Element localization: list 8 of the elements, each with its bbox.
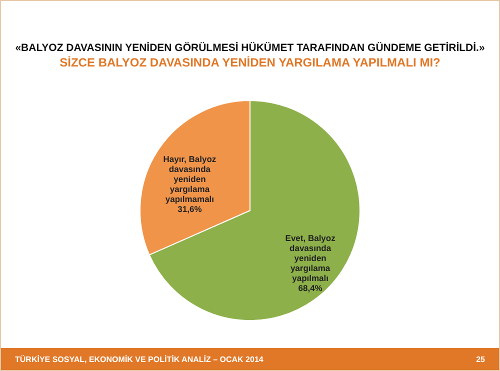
data-label: 31,6% xyxy=(178,204,202,214)
slice-label: Hayır, Balyoz davasında yeniden yargılama yapılmamalı xyxy=(163,154,216,204)
chart-title: «BALYOZ DAVASININ YENİDEN GÖRÜLMESİ HÜKÜMET TARAFINDAN GÜNDEME GETİRİLDİ.» xyxy=(15,42,485,54)
chart-subtitle: SİZCE BALYOZ DAVASINDA YENİDEN YARGILAMA YAPILMALI MI? xyxy=(60,56,440,70)
text: 25 xyxy=(476,354,485,364)
slice-label: Evet, Balyoz davasında yeniden yargılama yapılmalı xyxy=(285,232,336,283)
text: TÜRKİYE SOSYAL, EKONOMİK VE POLİTİK ANALİZ – OCAK 2014 xyxy=(15,354,264,364)
data-label: 68,4% xyxy=(298,282,323,293)
